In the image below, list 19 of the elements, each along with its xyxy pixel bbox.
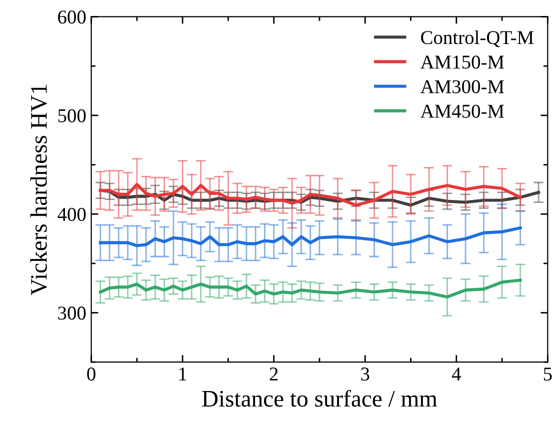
legend-label: AM450-M [420, 104, 504, 118]
line-series [98, 182, 522, 207]
y-tick-label: 600 [58, 10, 86, 24]
y-axis-title: Vickers hardness HV1 [30, 84, 48, 296]
y-tick-label: 500 [58, 109, 86, 122]
legend-label: AM300-M [420, 80, 504, 94]
x-tick-label: 1 [179, 368, 186, 380]
line-series [98, 226, 522, 248]
legend-label: AM150-M [420, 56, 504, 69]
y-tick-label: 300 [58, 306, 86, 320]
x-tick-label: 0 [87, 368, 96, 381]
y-tick-label: 400 [58, 208, 86, 222]
x-tick-label: 3 [361, 368, 370, 381]
x-tick-label: 2 [270, 368, 278, 380]
legend-label: Control-QT-M [421, 30, 534, 48]
x-tick-label: 5 [544, 368, 552, 381]
x-axis-title: Distance to surface / mm [202, 390, 438, 407]
x-tick-label: 4 [452, 368, 461, 380]
line-series [98, 278, 522, 298]
